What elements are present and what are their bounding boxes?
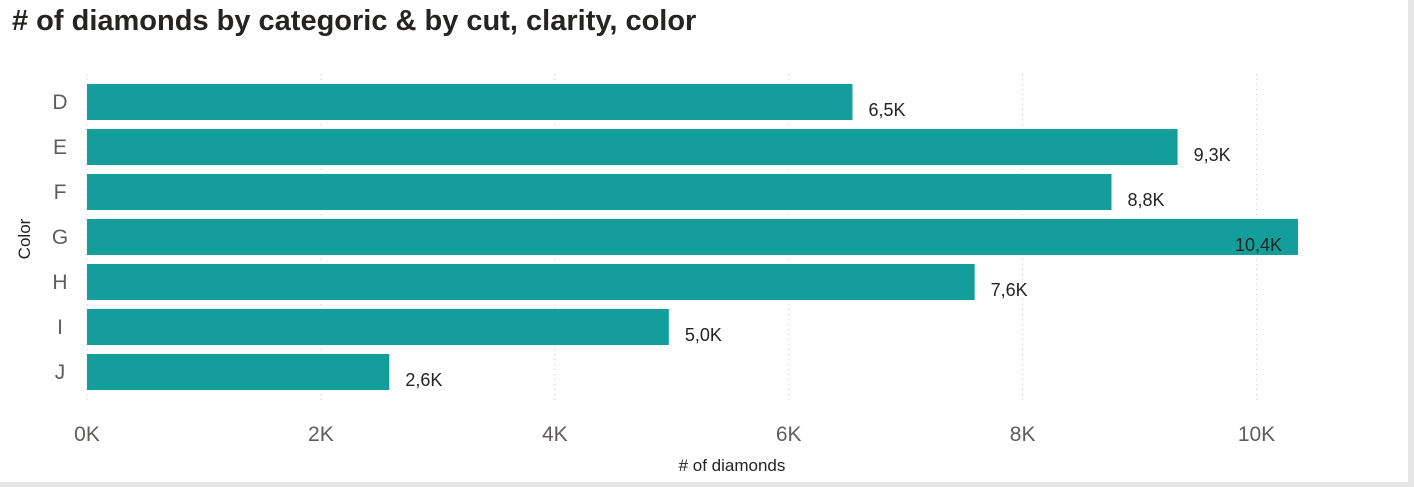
category-label: J <box>55 361 66 384</box>
data-label: 7,6K <box>991 280 1028 300</box>
data-label: 9,3K <box>1194 145 1231 165</box>
x-tick-label: 4K <box>542 423 568 446</box>
x-tick-label: 2K <box>308 423 334 446</box>
bar-J[interactable] <box>87 354 390 390</box>
bar-H[interactable] <box>87 264 975 300</box>
data-labels: 6,5K 9,3K 8,8K 10,4K 7,6K 5,0K 2,6K <box>405 100 1282 390</box>
chart-title: # of diamonds by categoric & by cut, cla… <box>12 5 697 37</box>
bar-I[interactable] <box>87 309 669 345</box>
x-tick-label: 0K <box>74 423 100 446</box>
x-tick-label: 6K <box>776 423 802 446</box>
bar-E[interactable] <box>87 129 1178 165</box>
bars <box>87 84 1299 390</box>
category-label: F <box>54 181 67 204</box>
data-label: 8,8K <box>1128 190 1165 210</box>
category-label: H <box>52 271 67 294</box>
x-axis-title: # of diamonds <box>679 456 786 475</box>
bar-F[interactable] <box>87 174 1112 210</box>
data-label: 5,0K <box>685 325 722 345</box>
category-label: I <box>57 316 63 339</box>
category-label: G <box>52 226 68 249</box>
y-axis-title: Color <box>15 218 34 259</box>
category-label: D <box>52 91 67 114</box>
bar-G[interactable] <box>87 219 1299 255</box>
data-label: 10,4K <box>1235 235 1282 255</box>
category-label: E <box>53 136 67 159</box>
data-label: 2,6K <box>405 370 442 390</box>
data-label: 6,5K <box>868 100 905 120</box>
bar-D[interactable] <box>87 84 853 120</box>
x-tick-label: 10K <box>1238 423 1275 446</box>
x-tick-label: 8K <box>1010 423 1036 446</box>
x-tick-labels: 0K 2K 4K 6K 8K 10K <box>74 423 1275 446</box>
